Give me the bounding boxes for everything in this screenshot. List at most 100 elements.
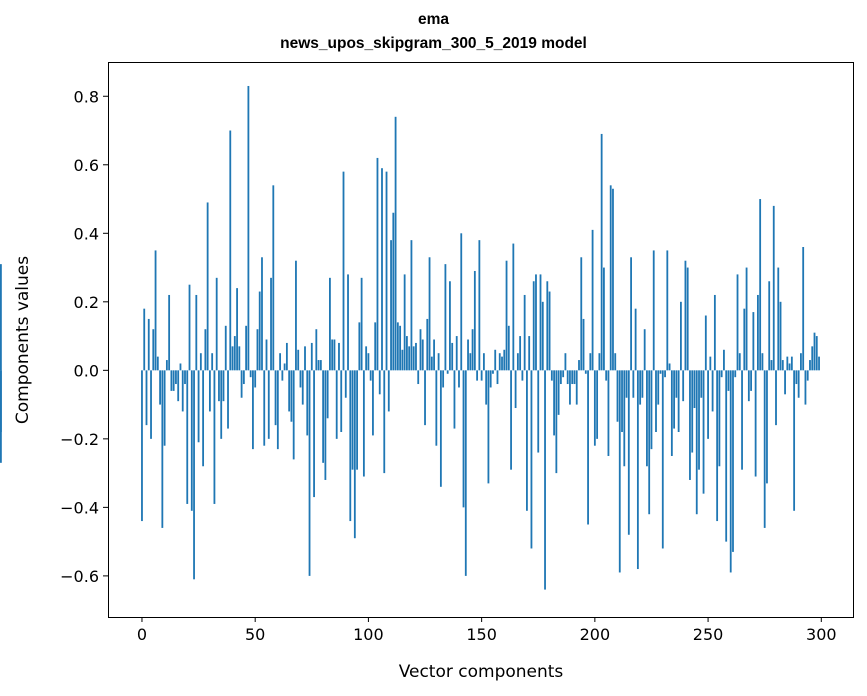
- bar-46: [245, 325, 248, 371]
- bar-111: [392, 212, 395, 371]
- bar-119: [410, 240, 413, 371]
- y-tick-label-0.6: 0.6: [74, 156, 99, 175]
- bar-57: [270, 277, 272, 371]
- bar-186: [562, 370, 565, 378]
- bar-125: [424, 370, 426, 426]
- bar-29: [206, 202, 209, 371]
- bar-273: [759, 199, 762, 371]
- bar-141: [460, 233, 463, 371]
- bar-210: [616, 370, 619, 422]
- bar-174: [535, 274, 537, 371]
- x-tick-label-200: 200: [580, 625, 611, 644]
- bar-23: [193, 370, 195, 580]
- bar-204: [603, 267, 605, 371]
- bar-27: [202, 370, 205, 467]
- bar-168: [521, 370, 524, 381]
- bar-44: [240, 370, 243, 398]
- bar-47: [247, 85, 250, 371]
- bar-134: [444, 264, 447, 371]
- bar-20: [186, 370, 189, 504]
- bar-166: [516, 353, 519, 371]
- bar-276: [766, 370, 768, 484]
- bar-undefined: [0, 370, 2, 432]
- bar-215: [627, 370, 630, 535]
- bar-199: [591, 229, 594, 371]
- bar-128: [430, 356, 433, 371]
- bar-214: [625, 370, 628, 398]
- bar-286: [788, 363, 791, 371]
- bar-213: [623, 370, 626, 467]
- bar-299: [818, 356, 820, 371]
- bar-145: [469, 353, 472, 371]
- y-tick-label-0.0: 0.0: [74, 361, 99, 380]
- bar-277: [768, 281, 771, 371]
- bar-35: [220, 370, 223, 439]
- bar-143: [464, 370, 467, 576]
- bar-222: [643, 329, 646, 371]
- bar-157: [496, 370, 499, 385]
- bar-97: [360, 277, 363, 371]
- bar-255: [718, 370, 721, 467]
- bar-34: [218, 370, 220, 402]
- bar-232: [666, 250, 669, 371]
- bar-75: [310, 342, 313, 371]
- bar-281: [777, 267, 780, 371]
- bar-115: [401, 349, 404, 371]
- bar-139: [455, 336, 458, 371]
- bar-253: [713, 294, 716, 371]
- bar-114: [399, 325, 402, 371]
- bar-138: [453, 370, 456, 429]
- bar-165: [514, 370, 517, 409]
- bar-130: [435, 370, 438, 446]
- bar-244: [693, 370, 696, 409]
- bar-227: [655, 370, 657, 432]
- x-axis-ticks: 0 50 100 150 200 250 300: [137, 617, 837, 644]
- bar-178: [544, 370, 546, 590]
- bar-53: [261, 257, 263, 371]
- bar-261: [732, 370, 734, 552]
- y-axis-ticks: −0.6 −0.4 −0.2 0.0 0.2 0.4 0.6 0.8: [60, 87, 108, 586]
- x-tick-label-0: 0: [137, 625, 147, 644]
- bar-58: [272, 185, 275, 371]
- bar-60: [276, 370, 279, 450]
- bar-292: [802, 247, 805, 371]
- bar-63: [283, 363, 286, 371]
- bar-121: [415, 342, 417, 371]
- x-tick-label-300: 300: [806, 625, 837, 644]
- bar-5: [152, 329, 155, 371]
- bar-282: [779, 301, 782, 371]
- bar-296: [811, 346, 814, 371]
- bar-283: [781, 360, 784, 371]
- bar-112: [394, 116, 397, 371]
- bar-0: [141, 370, 143, 522]
- bar-188: [566, 370, 569, 385]
- bar-285: [786, 356, 789, 371]
- bar-209: [614, 353, 617, 371]
- bar-126: [426, 318, 429, 371]
- bar-235: [673, 370, 676, 429]
- bar-241: [686, 267, 689, 371]
- bar-237: [677, 370, 680, 432]
- bar-38: [227, 370, 229, 429]
- bar-211: [618, 370, 621, 573]
- bar-62: [281, 370, 284, 381]
- bar-279: [772, 205, 775, 371]
- chart-title-line-1: ema: [417, 11, 450, 28]
- bar-208: [612, 188, 614, 371]
- bars-group: [0, 85, 820, 590]
- bar-262: [734, 370, 737, 378]
- bar-229: [659, 370, 662, 374]
- bar-131: [437, 353, 440, 371]
- bar-182: [553, 370, 555, 436]
- bar-252: [711, 370, 714, 412]
- bar-156: [494, 349, 497, 371]
- bar-163: [510, 370, 512, 470]
- bar-49: [252, 370, 254, 450]
- bar-99: [365, 346, 368, 371]
- bar-147: [473, 270, 476, 371]
- bar-12: [168, 294, 171, 371]
- bar-93: [351, 370, 354, 470]
- bar-274: [761, 353, 764, 371]
- bar-265: [741, 370, 743, 470]
